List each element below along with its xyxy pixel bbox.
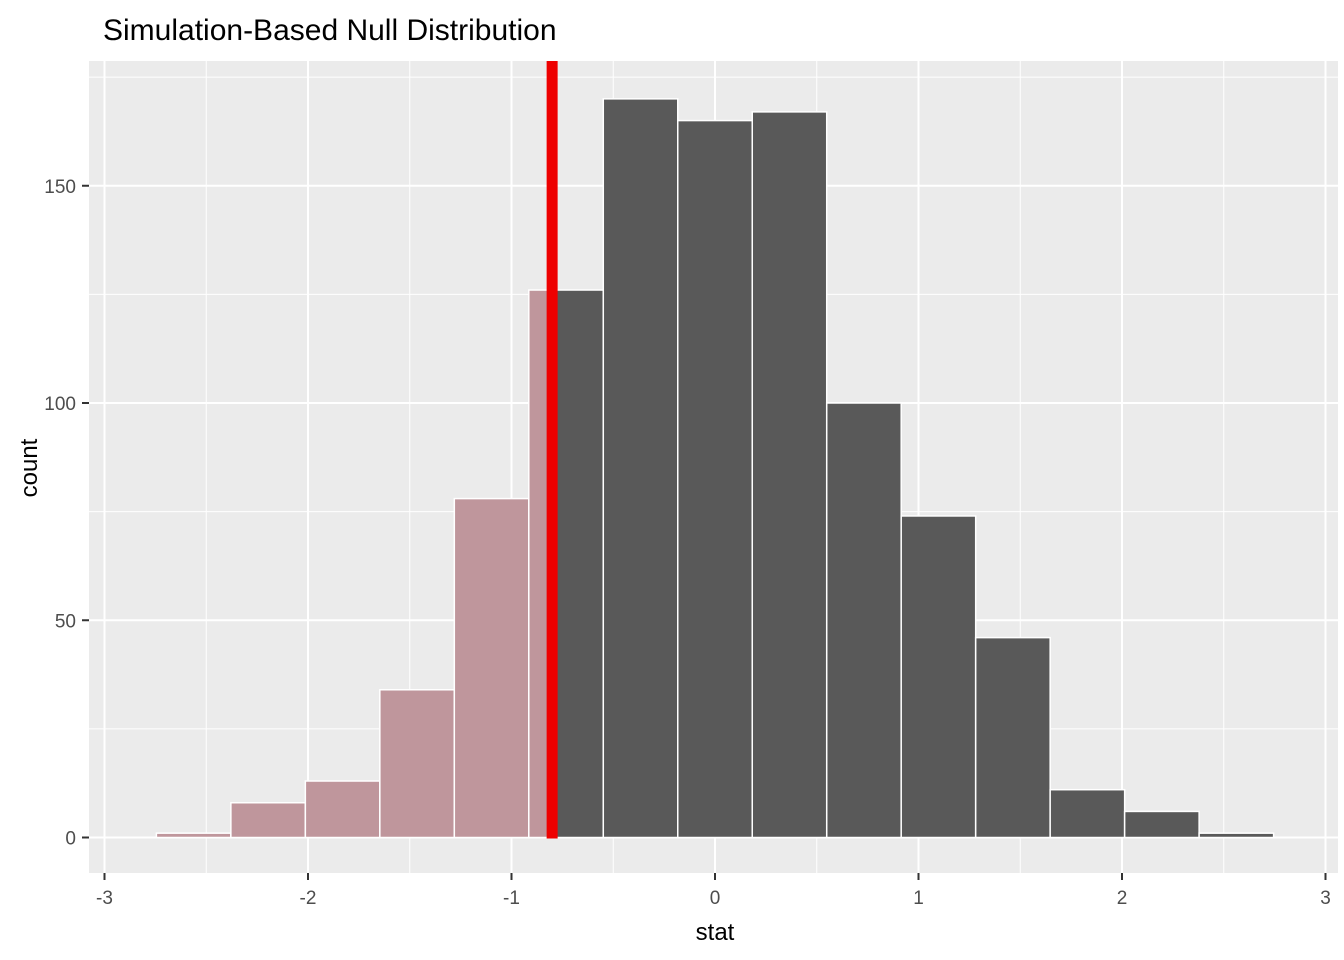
histogram-bar-shaded — [453, 497, 530, 839]
histogram-bar — [825, 402, 902, 839]
histogram-bar — [1123, 810, 1200, 839]
x-tick-label: 1 — [913, 888, 924, 909]
y-tick-label: 100 — [44, 394, 76, 415]
y-tick-label: 150 — [44, 177, 76, 198]
histogram-bar-shaded — [155, 832, 232, 839]
x-tick-label: 2 — [1117, 888, 1128, 909]
x-axis-ticks: -3 -2 -1 0 1 2 3 — [96, 873, 1331, 909]
x-tick-label: -2 — [300, 888, 317, 909]
histogram-bar-shaded-part — [528, 290, 549, 838]
histogram-bar — [1198, 832, 1275, 839]
histogram-bar-shaded — [379, 689, 456, 839]
x-axis-title: stat — [696, 919, 735, 946]
histogram-bar-shaded — [230, 801, 307, 839]
chart-title: Simulation-Based Null Distribution — [103, 14, 557, 47]
y-axis-ticks: 0 50 100 150 — [44, 177, 89, 850]
x-tick-label: -3 — [96, 888, 113, 909]
histogram-bar — [751, 111, 828, 839]
histogram-bar — [602, 98, 679, 839]
histogram-bar-shaded — [304, 780, 381, 839]
y-axis-title: count — [16, 438, 43, 497]
histogram-bar — [974, 636, 1051, 839]
histogram-bar — [677, 119, 753, 839]
y-tick-label: 0 — [65, 829, 76, 850]
histogram-bar — [900, 515, 977, 839]
x-tick-label: 0 — [710, 888, 721, 909]
histogram-bar — [1049, 788, 1126, 839]
x-tick-label: -1 — [503, 888, 520, 909]
y-tick-label: 50 — [55, 611, 76, 632]
x-tick-label: 3 — [1320, 888, 1331, 909]
